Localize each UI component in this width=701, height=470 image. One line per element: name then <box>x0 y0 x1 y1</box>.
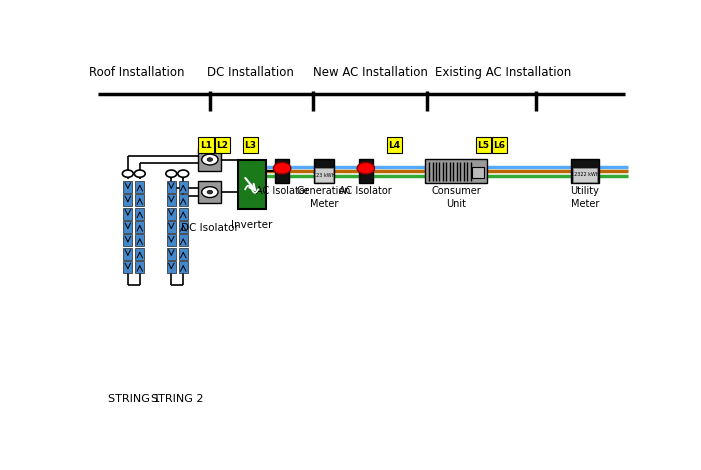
Bar <box>123 261 132 273</box>
Bar <box>275 159 290 183</box>
Bar <box>135 261 144 273</box>
Circle shape <box>202 154 218 165</box>
Text: Inverter: Inverter <box>231 220 273 230</box>
Text: 12322 kWh: 12322 kWh <box>571 172 599 177</box>
Text: L1: L1 <box>200 141 212 149</box>
Bar <box>215 137 230 153</box>
Text: New AC Installation: New AC Installation <box>313 66 428 79</box>
Text: Generation
Meter: Generation Meter <box>297 186 351 209</box>
Bar <box>475 137 491 153</box>
Bar <box>123 235 132 246</box>
Text: L5: L5 <box>477 141 489 149</box>
Text: L6: L6 <box>494 141 505 149</box>
Bar <box>571 159 599 183</box>
Bar <box>243 137 258 153</box>
Circle shape <box>202 187 218 197</box>
Bar <box>573 168 597 181</box>
Bar <box>123 221 132 233</box>
Text: AC Isolator: AC Isolator <box>339 186 392 196</box>
Text: Roof Installation: Roof Installation <box>89 66 184 79</box>
Text: DC Isolator: DC Isolator <box>181 223 239 233</box>
Bar <box>179 248 188 260</box>
Bar <box>179 208 188 219</box>
Bar <box>167 261 176 273</box>
Bar <box>123 181 132 193</box>
Bar <box>198 137 214 153</box>
Text: DC Installation: DC Installation <box>207 66 294 79</box>
Bar <box>179 221 188 233</box>
Text: STRING 1: STRING 1 <box>108 394 160 404</box>
Circle shape <box>166 170 177 177</box>
Bar <box>135 208 144 219</box>
Circle shape <box>178 170 189 177</box>
Bar <box>167 221 176 233</box>
Bar <box>472 167 484 178</box>
Text: Consumer
Unit: Consumer Unit <box>431 186 481 209</box>
Bar <box>179 235 188 246</box>
Circle shape <box>357 163 374 174</box>
Bar <box>123 194 132 206</box>
Bar <box>179 181 188 193</box>
Text: AC Isolator: AC Isolator <box>256 186 308 196</box>
Bar <box>359 159 373 183</box>
Circle shape <box>207 190 212 194</box>
Bar <box>135 194 144 206</box>
Text: Existing AC Installation: Existing AC Installation <box>435 66 571 79</box>
Bar <box>135 248 144 260</box>
Bar <box>198 181 222 204</box>
Text: 123 kWh: 123 kWh <box>313 172 335 178</box>
Bar <box>167 208 176 219</box>
Text: L2: L2 <box>217 141 229 149</box>
Bar <box>135 235 144 246</box>
Text: L3: L3 <box>245 141 257 149</box>
Bar <box>167 248 176 260</box>
Bar <box>135 181 144 193</box>
Bar <box>179 194 188 206</box>
Circle shape <box>135 170 145 177</box>
Bar <box>387 137 402 153</box>
Bar <box>238 160 266 209</box>
Bar <box>198 149 222 171</box>
Bar <box>167 181 176 193</box>
Bar <box>425 159 487 183</box>
Text: L4: L4 <box>388 141 401 149</box>
Text: Utility
Meter: Utility Meter <box>571 186 599 209</box>
Bar <box>123 248 132 260</box>
Bar <box>167 194 176 206</box>
Bar <box>313 159 334 183</box>
Bar <box>315 168 333 182</box>
Text: STRING 2: STRING 2 <box>151 394 203 404</box>
Circle shape <box>273 163 291 174</box>
Bar <box>135 221 144 233</box>
Bar <box>179 261 188 273</box>
Circle shape <box>123 170 133 177</box>
Bar <box>492 137 507 153</box>
Bar <box>123 208 132 219</box>
Circle shape <box>207 158 212 161</box>
Bar <box>167 235 176 246</box>
